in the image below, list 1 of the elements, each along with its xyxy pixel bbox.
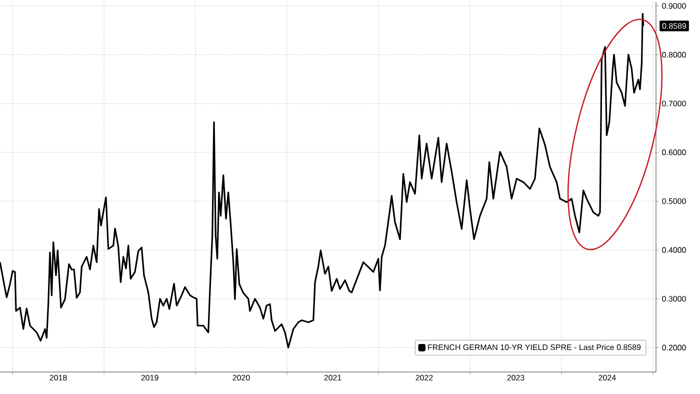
- line-series: [0, 12, 644, 348]
